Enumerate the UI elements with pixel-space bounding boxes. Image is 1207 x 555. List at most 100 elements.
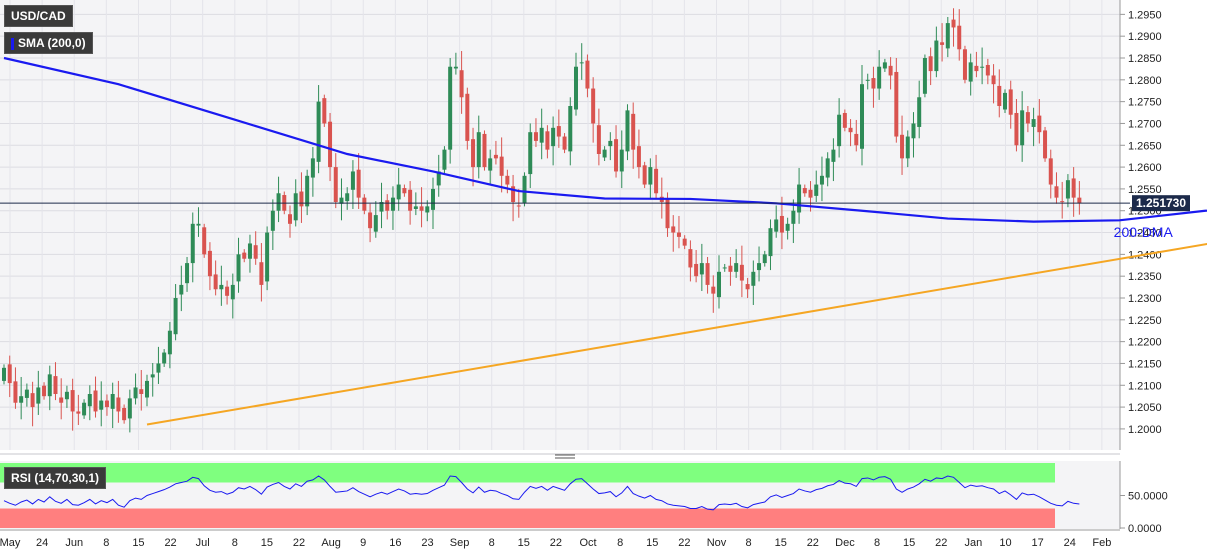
candle-body bbox=[671, 226, 676, 233]
candle bbox=[236, 237, 241, 293]
candle-body bbox=[699, 263, 704, 275]
time-tick-label: 15 bbox=[903, 537, 915, 549]
candle bbox=[247, 234, 252, 273]
candle bbox=[133, 373, 138, 405]
candle-body bbox=[533, 132, 538, 141]
price-tick-label: 1.2000 bbox=[1128, 424, 1162, 436]
candle-body bbox=[190, 223, 195, 264]
time-tick-label: Jul bbox=[196, 537, 210, 549]
candle bbox=[259, 243, 264, 302]
candle-body bbox=[911, 123, 916, 139]
candle-body bbox=[779, 215, 784, 233]
time-tick-label: 15 bbox=[646, 537, 658, 549]
candle-body bbox=[59, 397, 64, 403]
candle-body bbox=[882, 62, 887, 69]
candle bbox=[625, 104, 630, 161]
time-tick-label: 22 bbox=[678, 537, 690, 549]
candle-body bbox=[900, 134, 905, 159]
symbol-label[interactable]: USD/CAD bbox=[4, 5, 73, 27]
time-tick-label: 22 bbox=[550, 537, 562, 549]
candle-body bbox=[728, 265, 733, 272]
candle-body bbox=[968, 62, 973, 82]
candle-body bbox=[745, 284, 750, 290]
candle bbox=[362, 194, 367, 215]
candle-body bbox=[568, 106, 573, 152]
candle bbox=[940, 23, 945, 62]
candle bbox=[270, 199, 275, 250]
candle bbox=[511, 174, 516, 222]
price-tick-label: 1.2050 bbox=[1128, 402, 1162, 414]
candle-body bbox=[619, 149, 624, 172]
pane-splitter[interactable] bbox=[0, 453, 1120, 459]
candle-body bbox=[808, 189, 813, 198]
candle bbox=[751, 260, 756, 305]
candle-body bbox=[70, 390, 75, 412]
candle bbox=[2, 364, 6, 385]
candle-body bbox=[922, 58, 927, 94]
price-tag: 1.251730 bbox=[1132, 195, 1190, 212]
price-tick-label: 1.2450 bbox=[1128, 228, 1162, 240]
time-tick-label: 22 bbox=[164, 537, 176, 549]
candle bbox=[185, 256, 190, 292]
price-tick-label: 1.2800 bbox=[1128, 75, 1162, 87]
candle bbox=[568, 97, 573, 166]
time-tick-label: 22 bbox=[935, 537, 947, 549]
candle bbox=[928, 47, 933, 86]
candle-body bbox=[265, 232, 270, 282]
candle-body bbox=[934, 40, 939, 72]
candle bbox=[87, 385, 92, 421]
candle-body bbox=[13, 381, 18, 403]
price-tick-label: 1.2100 bbox=[1128, 380, 1162, 392]
candle bbox=[1054, 172, 1059, 204]
candle-body bbox=[888, 65, 893, 76]
candle bbox=[888, 57, 893, 90]
candle-body bbox=[104, 400, 109, 408]
candle bbox=[545, 125, 550, 159]
candle bbox=[139, 370, 144, 411]
candle bbox=[345, 187, 350, 210]
candle-body bbox=[499, 156, 504, 176]
candle-body bbox=[202, 227, 207, 255]
candle bbox=[739, 245, 744, 298]
price-tick-label: 1.2700 bbox=[1128, 118, 1162, 130]
candle bbox=[104, 394, 109, 416]
candle-body bbox=[453, 66, 458, 69]
time-tick-label: 8 bbox=[103, 537, 109, 549]
candle-body bbox=[1071, 178, 1076, 198]
candle bbox=[785, 217, 790, 240]
candle bbox=[36, 370, 41, 415]
candle-body bbox=[962, 49, 967, 80]
candle bbox=[453, 52, 458, 75]
candle bbox=[42, 382, 47, 400]
candle-body bbox=[505, 175, 510, 185]
candle-body bbox=[762, 254, 767, 264]
sma-indicator-label[interactable]: SMA (200,0) bbox=[4, 32, 93, 54]
candle bbox=[676, 215, 681, 249]
candle bbox=[471, 127, 476, 187]
candle bbox=[951, 8, 956, 47]
rsi-indicator-label[interactable]: RSI (14,70,30,1) bbox=[4, 467, 107, 489]
price-tick-label: 1.2250 bbox=[1128, 315, 1162, 327]
candle bbox=[636, 129, 641, 179]
candle-body bbox=[145, 380, 149, 398]
candle bbox=[1071, 167, 1076, 217]
candle bbox=[436, 154, 441, 197]
candle-body bbox=[431, 188, 435, 210]
candle bbox=[962, 45, 967, 84]
candle bbox=[797, 167, 802, 224]
candle bbox=[1025, 106, 1030, 133]
candle-body bbox=[1054, 186, 1059, 198]
candle-body bbox=[488, 158, 493, 171]
time-tick-label: 17 bbox=[1031, 537, 1043, 549]
candle bbox=[162, 349, 167, 367]
candle-body bbox=[53, 376, 58, 394]
candle-body bbox=[757, 263, 762, 271]
price-tick-label: 1.2350 bbox=[1128, 271, 1162, 283]
candle-body bbox=[642, 165, 647, 185]
candle-body bbox=[551, 127, 556, 147]
candle-body bbox=[162, 352, 167, 364]
price-tick-label: 1.2950 bbox=[1128, 9, 1162, 21]
candle-body bbox=[1048, 158, 1053, 185]
candle-body bbox=[602, 149, 607, 158]
candle-body bbox=[293, 193, 298, 221]
